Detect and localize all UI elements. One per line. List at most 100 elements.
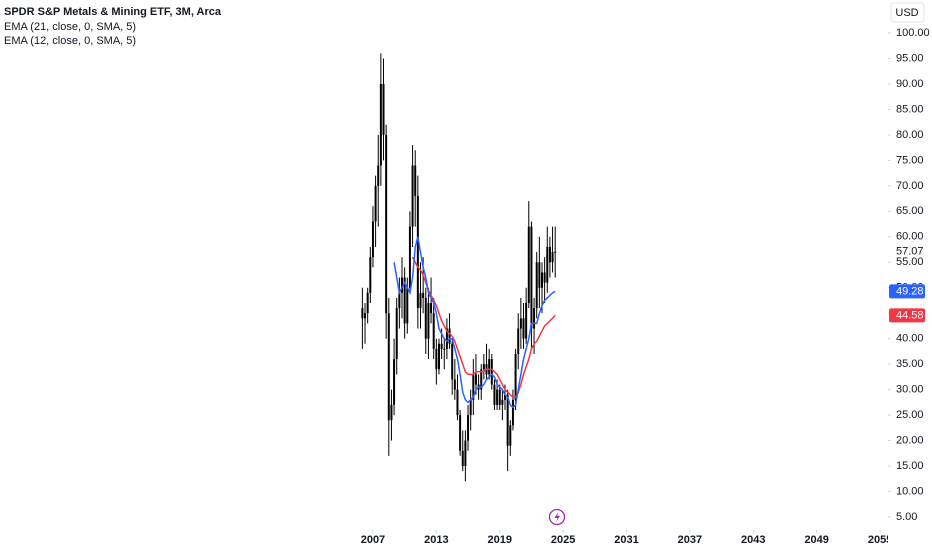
y-tick-label: 5.00 (896, 511, 917, 523)
y-tick-label: 100.00 (896, 27, 930, 39)
price-badge-label: 44.58 (896, 309, 924, 321)
chart-title: SPDR S&P Metals & Mining ETF, 3M, Arca (4, 6, 222, 18)
candle-body (482, 364, 485, 370)
candle-body (464, 440, 467, 467)
candle-body (535, 262, 538, 309)
candle-body (546, 246, 549, 283)
x-tick-label: 2025 (551, 534, 575, 546)
y-tick-label: 80.00 (896, 129, 924, 141)
candle-body (419, 292, 422, 309)
candle-body (538, 262, 541, 288)
candle-body (517, 328, 520, 354)
candle-body (377, 165, 380, 186)
candle-body (416, 196, 419, 309)
candle-body (493, 384, 496, 405)
candle-body (451, 343, 454, 380)
lightning-icon[interactable] (548, 508, 566, 526)
candle-body (501, 399, 504, 405)
candle-body (411, 165, 414, 227)
last-price-label: 57.07 (896, 246, 924, 258)
candle-body (393, 359, 396, 405)
y-tick-label: 85.00 (896, 103, 924, 115)
y-tick-label: 70.00 (896, 180, 924, 192)
candle-body (509, 425, 512, 446)
candle-body (527, 226, 530, 304)
candle-body (469, 399, 472, 416)
candle-body (453, 379, 456, 390)
candle-body (443, 348, 446, 350)
candle-body (432, 313, 435, 349)
candle-body (366, 292, 369, 314)
candle-body (406, 287, 409, 324)
price-badge (889, 308, 925, 323)
price-badge-label: 49.28 (896, 285, 924, 297)
candle-body (543, 272, 546, 283)
plot-area: 2007 2013 2019 2025 2031 2037 2043 2049 2055 (361, 53, 892, 546)
y-tick-label: 60.00 (896, 231, 924, 243)
candle-body (398, 292, 401, 309)
candle-body (422, 292, 425, 298)
candle-body (424, 297, 427, 339)
ema-line (393, 236, 556, 409)
candle-body (374, 185, 377, 222)
candle-body (430, 303, 433, 314)
candle-body (472, 374, 475, 400)
candle-body (414, 165, 417, 197)
y-tick-label: 10.00 (896, 485, 924, 497)
candle-body (361, 308, 364, 319)
y-tick-label: 90.00 (896, 78, 924, 90)
y-tick-label: 35.00 (896, 358, 924, 370)
candle-body (408, 226, 411, 288)
x-tick-label: 2037 (678, 534, 702, 546)
y-tick-label: 95.00 (896, 52, 924, 64)
x-tick-label: 2031 (614, 534, 638, 546)
candle-body (506, 394, 509, 446)
y-tick-label: 75.00 (896, 154, 924, 166)
y-tick-label: 65.00 (896, 205, 924, 217)
candle-body (435, 348, 438, 370)
x-tick-label: 2007 (361, 534, 385, 546)
x-tick-label: 2055 (868, 534, 892, 546)
legend-entry: EMA (21, close, 0, SMA, 5) (4, 21, 136, 33)
candle-body (514, 353, 517, 400)
x-tick-label: 2019 (487, 534, 511, 546)
x-tick-label: 2013 (424, 534, 448, 546)
legend-entry: EMA (12, close, 0, SMA, 5) (4, 35, 136, 47)
candle-body (530, 226, 533, 329)
y-tick-label: 30.00 (896, 384, 924, 396)
price-badge (889, 284, 925, 299)
candle-body (554, 251, 557, 253)
candle-body (390, 404, 393, 421)
candle-body (437, 343, 440, 370)
price-axis-bg (888, 0, 932, 550)
candle-body (548, 246, 551, 263)
candle-body (480, 369, 483, 390)
candle-body (403, 277, 406, 324)
candle-body (461, 450, 464, 467)
candle-body (496, 389, 499, 405)
candle-body (382, 83, 385, 135)
candle-body (387, 313, 390, 421)
candle-body (371, 221, 374, 258)
x-tick-label: 2049 (804, 534, 828, 546)
ema-line (411, 256, 556, 399)
candle-body (364, 313, 367, 319)
candle-body (445, 328, 448, 349)
candle-body (498, 389, 501, 405)
candle-body (440, 343, 443, 349)
candle-body (395, 308, 398, 360)
candle-body (519, 318, 522, 329)
candle-body (490, 359, 493, 385)
y-tick-label: 25.00 (896, 409, 924, 421)
candle-body (379, 83, 382, 166)
currency-box[interactable] (890, 2, 925, 23)
candle-body (511, 399, 514, 426)
candle-body (427, 303, 430, 339)
candle-body (369, 257, 372, 293)
currency[interactable]: USD (895, 7, 918, 19)
y-tick-label: 20.00 (896, 434, 924, 446)
candle-body (467, 415, 470, 441)
